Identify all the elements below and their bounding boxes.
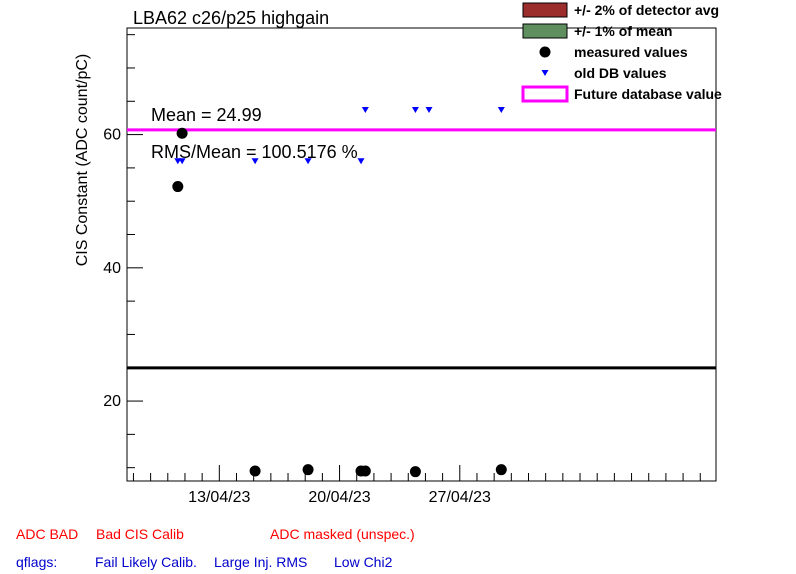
x-tick-label: 20/04/23 [308,489,370,506]
x-tick-label: 27/04/23 [429,489,491,506]
chart-marks [127,106,716,478]
measured-point [249,465,261,477]
footer-qflags-label: qflags: [16,554,58,570]
y-tick-label: 40 [103,260,121,277]
plot-frame [126,27,717,482]
measured-point [359,465,371,477]
old-db-point [497,106,505,113]
y-tick-label: 60 [103,127,121,144]
rms-annotation: RMS/Mean = 100.5176 % [151,142,358,162]
mean-annotation: Mean = 24.99 [151,105,262,125]
legend-swatch-old-db [541,70,549,76]
plot-area [126,27,717,482]
old-db-point [304,158,312,165]
legend-label: +/- 2% of detector avg [574,2,719,18]
footer-low-chi2: Low Chi2 [334,554,393,570]
footer-bad-cis-calib: Bad CIS Calib [96,526,184,542]
footer-adc-bad: ADC BAD [16,526,79,542]
footer-large-inj-rms: Large Inj. RMS [214,554,308,570]
legend-swatch-2pct [522,2,568,18]
measured-point [409,466,421,478]
measured-point [302,464,314,476]
y-tick-label: 20 [103,393,121,410]
legend-label: Future database value [574,86,722,102]
footer-adc-masked: ADC masked (unspec.) [270,526,415,542]
measured-point [172,181,184,193]
legend-swatch-future-db [521,85,569,103]
old-db-point [411,106,419,113]
footer-fail-likely-calib: Fail Likely Calib. [95,554,197,570]
legend-swatch-1pct [522,23,568,39]
y-axis-label: CIS Constant (ADC count/pC) [74,54,91,267]
old-db-point [357,158,365,165]
old-db-point [178,158,186,165]
legend: +/- 2% of detector avg +/- 1% of mean meas… [521,2,722,103]
old-db-point [361,106,369,113]
x-tick-label: 13/04/23 [188,489,250,506]
old-db-point [251,158,259,165]
legend-swatch-measured [539,46,551,58]
legend-label: +/- 1% of mean [574,23,672,39]
chart-title: LBA62 c26/p25 highgain [133,8,329,28]
measured-point [176,127,188,139]
legend-label: measured values [574,44,688,60]
legend-label: old DB values [574,65,667,81]
axes: 20 40 60 13/04/23 20/04/23 27/04/23 [103,34,701,506]
old-db-point [425,106,433,113]
measured-point [495,464,507,476]
